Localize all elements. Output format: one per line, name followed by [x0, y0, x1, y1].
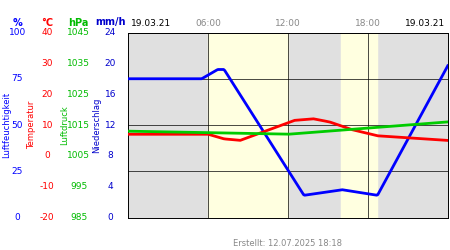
Text: Luftdruck: Luftdruck: [60, 105, 69, 145]
Text: 995: 995: [70, 182, 87, 191]
Text: 1045: 1045: [68, 28, 90, 37]
Text: 10: 10: [41, 120, 53, 130]
Text: 16: 16: [104, 90, 116, 99]
Text: 40: 40: [41, 28, 53, 37]
Text: 25: 25: [11, 167, 23, 176]
Text: 30: 30: [41, 59, 53, 68]
Text: 0: 0: [14, 213, 20, 222]
Text: 4: 4: [108, 182, 113, 191]
Text: 50: 50: [11, 120, 23, 130]
Text: 1025: 1025: [68, 90, 90, 99]
Bar: [208, 32, 288, 218]
Text: hPa: hPa: [68, 18, 89, 28]
Text: 12:00: 12:00: [275, 18, 301, 28]
Text: Niederschlag: Niederschlag: [92, 97, 101, 153]
Text: 75: 75: [11, 74, 23, 83]
Text: 20: 20: [104, 59, 116, 68]
Text: °C: °C: [41, 18, 53, 28]
Text: 06:00: 06:00: [195, 18, 221, 28]
Text: 19.03.21: 19.03.21: [130, 18, 171, 28]
Text: 0: 0: [45, 151, 50, 160]
Bar: [341, 32, 378, 218]
Text: %: %: [12, 18, 22, 28]
Text: -10: -10: [40, 182, 54, 191]
Text: Temperatur: Temperatur: [27, 101, 36, 149]
Text: Luftfeuchtigkeit: Luftfeuchtigkeit: [2, 92, 11, 158]
Text: Erstellt: 12.07.2025 18:18: Erstellt: 12.07.2025 18:18: [234, 238, 342, 248]
Text: 8: 8: [108, 151, 113, 160]
Text: 1015: 1015: [67, 120, 90, 130]
Text: mm/h: mm/h: [95, 18, 126, 28]
Text: 0: 0: [108, 213, 113, 222]
Text: 1005: 1005: [67, 151, 90, 160]
Text: 985: 985: [70, 213, 87, 222]
Text: -20: -20: [40, 213, 54, 222]
Text: 19.03.21: 19.03.21: [405, 18, 446, 28]
Text: 20: 20: [41, 90, 53, 99]
Text: 24: 24: [104, 28, 116, 37]
Text: 18:00: 18:00: [355, 18, 381, 28]
Text: 12: 12: [104, 120, 116, 130]
Text: 1035: 1035: [67, 59, 90, 68]
Text: 100: 100: [9, 28, 26, 37]
